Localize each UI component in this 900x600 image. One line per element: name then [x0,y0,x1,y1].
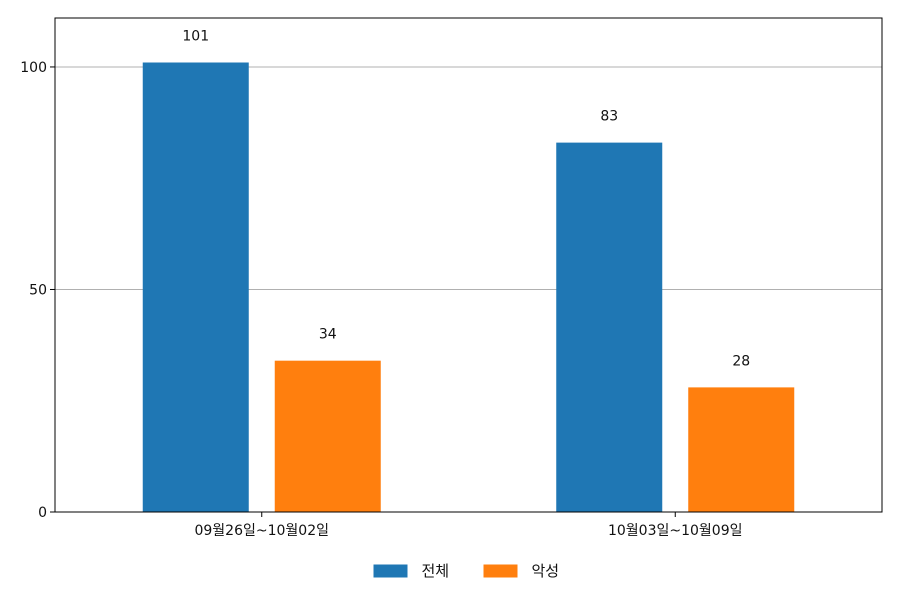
legend-item: 전체 [373,562,450,580]
y-tick-label: 0 [38,505,47,521]
legend-label: 전체 [422,562,450,580]
data-label: 83 [600,109,618,125]
data-labels: 101 34 83 28 [182,29,750,370]
legend-item: 악성 [483,562,560,580]
bar [274,360,381,512]
y-axis: 0 50 100 [20,60,55,521]
legend-swatch [373,564,408,578]
bars [142,62,795,512]
bar [688,387,795,512]
legend-label: 악성 [532,562,560,580]
x-axis: 09월26일~10월02일 10월03일~10월09일 [194,512,743,539]
data-label: 101 [182,29,209,45]
y-tick-label: 50 [29,282,47,298]
legend: 전체 악성 [373,562,560,580]
x-tick-label: 10월03일~10월09일 [608,523,743,539]
data-label: 28 [732,353,750,369]
bar [556,142,663,512]
data-label: 34 [319,327,337,343]
y-tick-label: 100 [20,60,47,76]
x-tick-label: 09월26일~10월02일 [194,523,329,539]
plot-area-frame [54,17,883,513]
legend-swatch [483,564,518,578]
bar [142,62,249,512]
